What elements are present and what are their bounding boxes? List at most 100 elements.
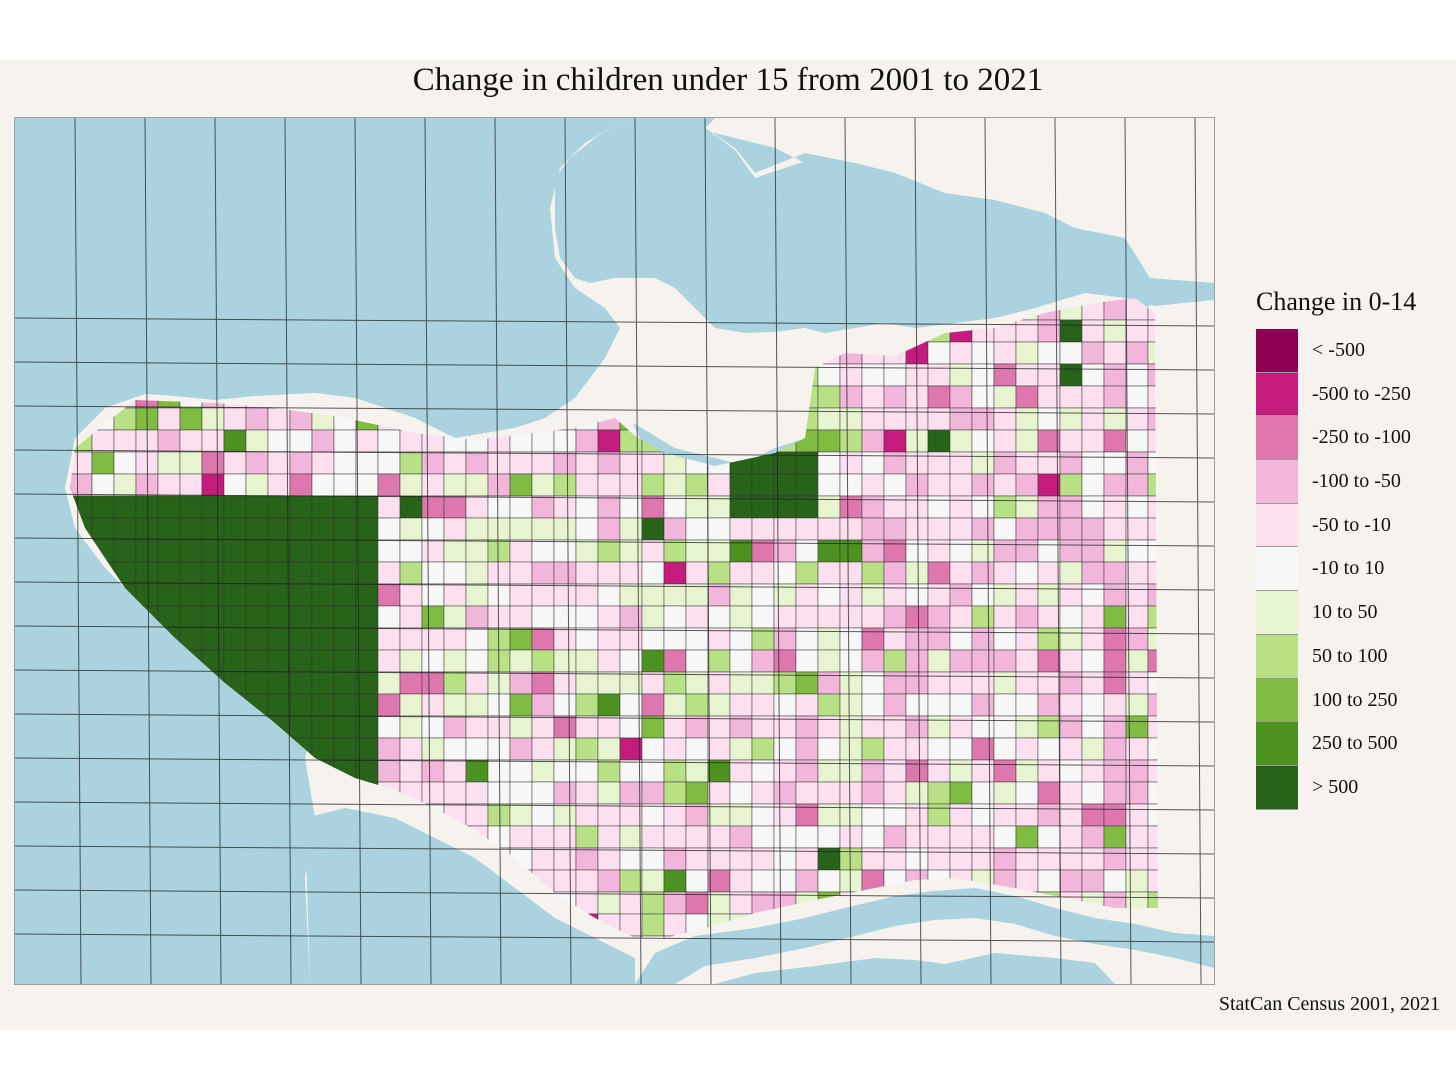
census-tract[interactable] (905, 605, 929, 629)
census-tract[interactable] (1037, 517, 1061, 541)
census-tract[interactable] (971, 759, 995, 783)
census-tract[interactable] (1147, 451, 1170, 475)
census-tract[interactable] (355, 561, 379, 585)
census-tract[interactable] (597, 561, 621, 585)
census-tract[interactable] (377, 451, 401, 475)
census-tract[interactable] (377, 473, 401, 497)
census-tract[interactable] (1015, 825, 1039, 849)
census-tract[interactable] (597, 803, 621, 827)
census-tract[interactable] (949, 473, 973, 497)
census-tract[interactable] (861, 429, 885, 453)
census-tract[interactable] (971, 539, 995, 563)
census-tract[interactable] (575, 737, 599, 761)
census-tract[interactable] (157, 473, 181, 497)
census-tract[interactable] (443, 583, 467, 607)
census-tract[interactable] (685, 605, 709, 629)
census-tract[interactable] (179, 539, 203, 563)
census-tract[interactable] (509, 649, 533, 673)
census-tract[interactable] (883, 583, 907, 607)
census-tract[interactable] (1015, 649, 1039, 673)
census-tract[interactable] (817, 825, 841, 849)
census-tract[interactable] (355, 451, 379, 475)
census-tract[interactable] (421, 517, 445, 541)
census-tract[interactable] (861, 517, 885, 541)
census-tract[interactable] (531, 671, 555, 695)
census-tract[interactable] (729, 561, 753, 585)
census-tract[interactable] (509, 517, 533, 541)
census-tract[interactable] (355, 429, 379, 453)
census-tract[interactable] (949, 429, 973, 453)
census-tract[interactable] (641, 561, 665, 585)
census-tract[interactable] (1059, 671, 1083, 695)
census-tract[interactable] (553, 781, 577, 805)
census-tract[interactable] (729, 517, 753, 541)
census-tract[interactable] (1103, 737, 1127, 761)
census-tract[interactable] (245, 627, 269, 651)
census-tract[interactable] (443, 561, 467, 585)
census-tract[interactable] (1103, 649, 1127, 673)
census-tract[interactable] (707, 693, 731, 717)
census-tract[interactable] (1081, 671, 1105, 695)
census-tract[interactable] (685, 869, 709, 893)
census-tract[interactable] (993, 517, 1017, 541)
census-tract[interactable] (1059, 693, 1083, 717)
census-tract[interactable] (1015, 539, 1039, 563)
census-tract[interactable] (905, 649, 929, 673)
census-tract[interactable] (575, 583, 599, 607)
census-tract[interactable] (465, 627, 489, 651)
census-tract[interactable] (641, 781, 665, 805)
census-tract[interactable] (663, 605, 687, 629)
census-tract[interactable] (685, 473, 709, 497)
census-tract[interactable] (487, 451, 511, 475)
census-tract[interactable] (883, 627, 907, 651)
census-tract[interactable] (1015, 803, 1039, 827)
census-tract[interactable] (575, 825, 599, 849)
census-tract[interactable] (531, 561, 555, 585)
census-tract[interactable] (927, 825, 951, 849)
census-tract[interactable] (971, 627, 995, 651)
census-tract[interactable] (575, 781, 599, 805)
census-tract[interactable] (113, 495, 137, 519)
census-tract[interactable] (795, 517, 819, 541)
census-tract[interactable] (1037, 451, 1061, 475)
census-tract[interactable] (949, 341, 973, 365)
census-tract[interactable] (619, 891, 643, 915)
census-tract[interactable] (421, 671, 445, 695)
census-tract[interactable] (443, 759, 467, 783)
census-tract[interactable] (509, 693, 533, 717)
census-tract[interactable] (311, 583, 335, 607)
census-tract[interactable] (443, 781, 467, 805)
census-tract[interactable] (817, 781, 841, 805)
census-tract[interactable] (597, 847, 621, 871)
census-tract[interactable] (883, 649, 907, 673)
census-tract[interactable] (1147, 759, 1170, 783)
census-tract[interactable] (949, 825, 973, 849)
census-tract[interactable] (201, 407, 225, 431)
census-tract[interactable] (971, 429, 995, 453)
census-tract[interactable] (1059, 737, 1083, 761)
census-tract[interactable] (773, 869, 797, 893)
census-tract[interactable] (1059, 385, 1083, 409)
census-tract[interactable] (685, 847, 709, 871)
census-tract[interactable] (399, 517, 423, 541)
census-tract[interactable] (949, 737, 973, 761)
census-tract[interactable] (971, 583, 995, 607)
census-tract[interactable] (905, 693, 929, 717)
census-tract[interactable] (1081, 847, 1105, 871)
census-tract[interactable] (399, 627, 423, 651)
census-tract[interactable] (905, 803, 929, 827)
census-tract[interactable] (267, 693, 291, 717)
census-tract[interactable] (487, 561, 511, 585)
census-tract[interactable] (223, 495, 247, 519)
census-tract[interactable] (553, 429, 577, 453)
census-tract[interactable] (751, 561, 775, 585)
census-tract[interactable] (421, 649, 445, 673)
census-tract[interactable] (1081, 319, 1105, 343)
census-tract[interactable] (421, 583, 445, 607)
census-tract[interactable] (597, 869, 621, 893)
census-tract[interactable] (1125, 495, 1149, 519)
census-tract[interactable] (619, 539, 643, 563)
census-tract[interactable] (377, 561, 401, 585)
census-tract[interactable] (509, 583, 533, 607)
census-tract[interactable] (685, 539, 709, 563)
